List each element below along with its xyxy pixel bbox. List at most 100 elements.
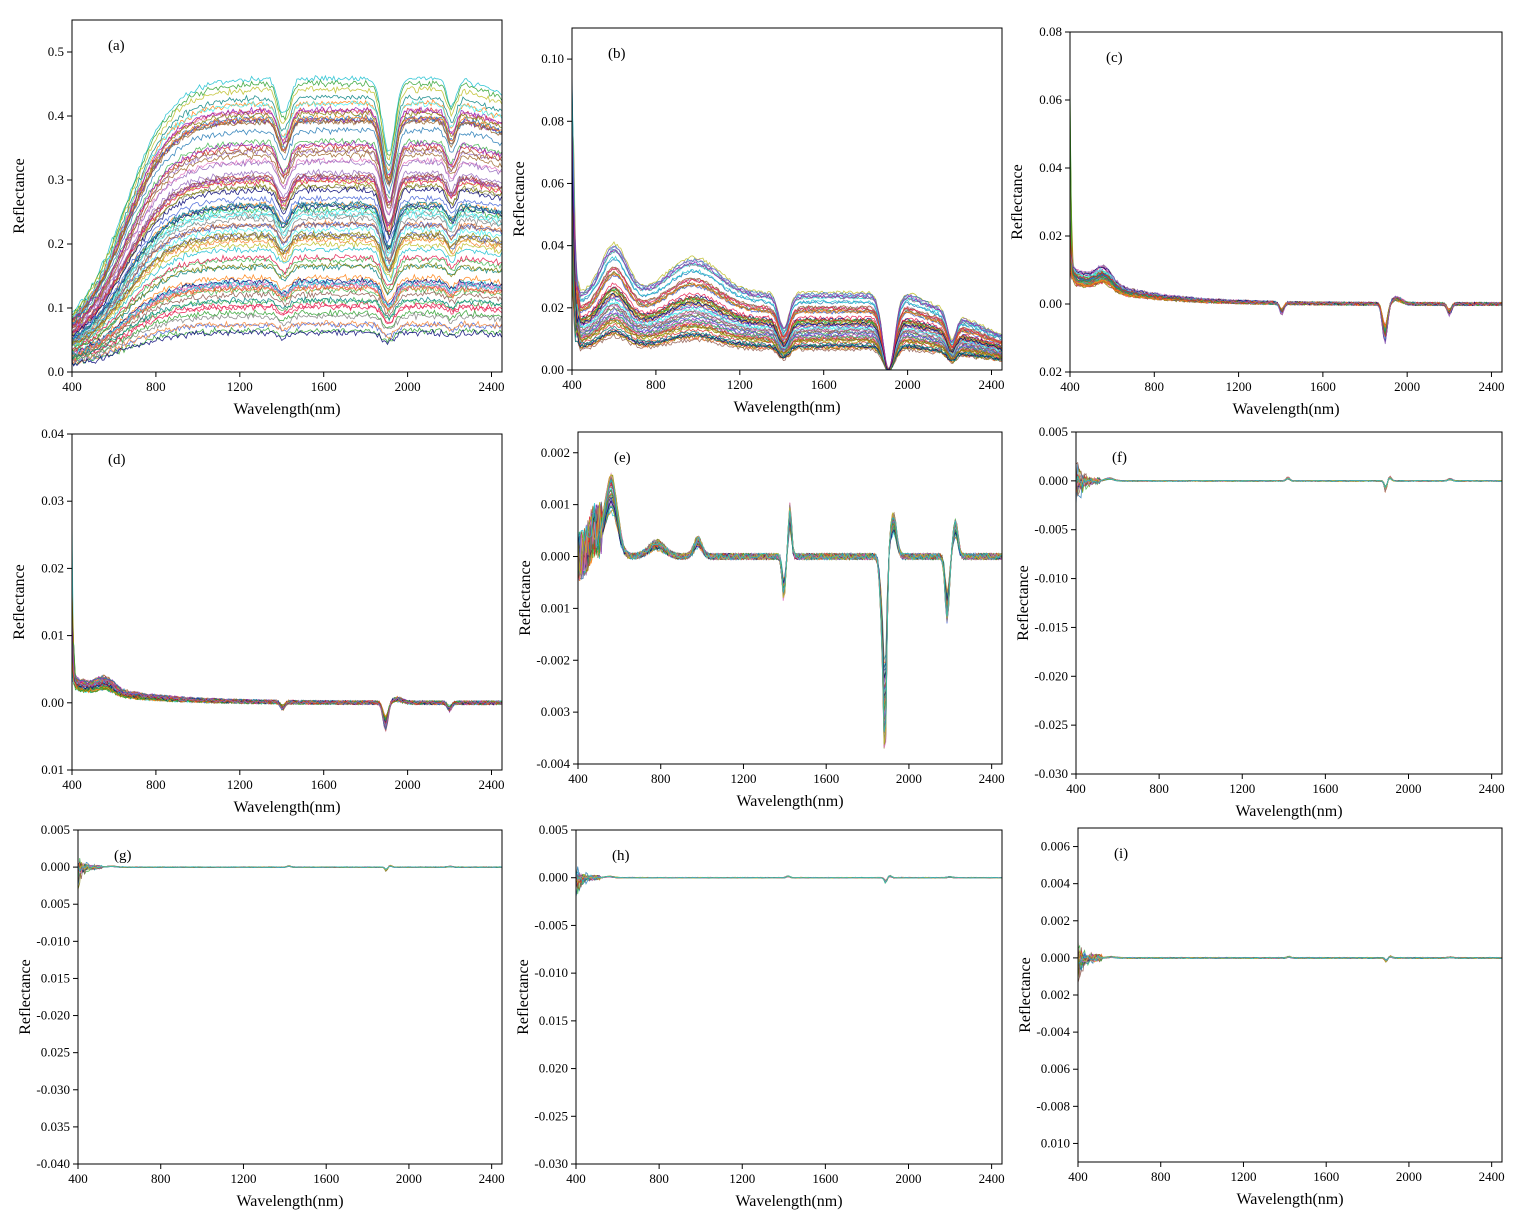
y-tick-label: 0.000: [539, 870, 568, 885]
spectrum-line: [1070, 215, 1502, 333]
y-tick-label: 0.03: [41, 493, 64, 508]
x-tick-label: 2000: [895, 1171, 921, 1186]
x-axis-label: Wavelength(nm): [1235, 803, 1342, 820]
spectrum-line: [72, 628, 502, 727]
spectrum-line: [72, 633, 502, 724]
x-tick-label: 2000: [896, 771, 922, 786]
y-tick-label: 0.015: [41, 970, 70, 985]
spectrum-line: [72, 200, 502, 340]
x-tick-label: 1200: [1229, 781, 1255, 796]
x-tick-label: 2400: [979, 1171, 1005, 1186]
panel-label: (b): [608, 46, 626, 62]
x-tick-label: 400: [68, 1171, 88, 1186]
series-group: [576, 866, 1002, 898]
x-tick-label: 2400: [479, 1171, 505, 1186]
x-tick-label: 400: [1066, 781, 1086, 796]
spectrum-line: [72, 137, 502, 325]
spectrum-line: [72, 647, 502, 726]
x-tick-label: 800: [646, 377, 666, 392]
spectrum-line: [576, 870, 1002, 884]
x-tick-label: 1600: [1310, 379, 1336, 394]
x-tick-label: 800: [1149, 781, 1169, 796]
y-tick-label: -0.030: [1034, 766, 1068, 781]
x-axis-label: Wavelength(nm): [233, 401, 340, 418]
spectrum-line: [72, 182, 502, 333]
x-tick-label: 1600: [1313, 1169, 1339, 1184]
y-tick-label: -0.030: [534, 1156, 568, 1171]
plot-frame: [71, 433, 503, 771]
spectrum-line: [72, 263, 502, 354]
spectrum-line: [72, 283, 502, 358]
spectrum-line: [72, 640, 502, 721]
plot-frame: [575, 829, 1003, 1165]
spectrum-line: [72, 617, 502, 732]
spectrum-line: [1070, 230, 1502, 329]
spectrum-line: [1070, 235, 1502, 338]
y-tick-label: 0.02: [41, 560, 64, 575]
spectrum-line: [1078, 951, 1502, 966]
spectrum-line: [72, 319, 502, 365]
chart-panel-c: 400 800 1200 1600 2000 2400 0.02 0.00 0.02 0.04 0.…: [1009, 10, 1512, 422]
y-tick-label: 0.06: [541, 175, 564, 190]
series-group: [1070, 82, 1502, 345]
spectrum-line: [72, 79, 502, 315]
x-tick-label: 800: [146, 379, 166, 394]
x-tick-label: 800: [146, 777, 166, 792]
spectrum-line: [72, 117, 502, 324]
spectrum-line: [72, 158, 502, 330]
y-tick-label: 0.5: [48, 44, 64, 59]
chart-panel-i: 400 800 1200 1600 2000 2400 0.010 -0.008 0.006 -0…: [1012, 818, 1512, 1222]
y-tick-label: 0.0: [48, 364, 64, 379]
plot-frame: [577, 431, 1003, 765]
spectrum-line: [1070, 227, 1502, 343]
spectrum-line: [1076, 477, 1502, 494]
spectrum-line: [1078, 951, 1502, 966]
spectrum-line: [572, 174, 1002, 370]
x-tick-label: 2400: [479, 777, 505, 792]
y-tick-label: 0.000: [1039, 473, 1068, 488]
chart-panel-g: 400 800 1200 1600 2000 2400 -0.040 0.035 -0.030 0…: [12, 818, 512, 1222]
plot-frame: [1075, 431, 1503, 775]
spectrum-line: [576, 873, 1002, 886]
spectrum-line: [72, 282, 502, 356]
y-axis-label: Reflectance: [11, 158, 28, 234]
spectrum-line: [1070, 232, 1502, 335]
series-group: [1078, 939, 1502, 983]
spectrum-line: [578, 479, 1002, 732]
y-tick-label: 0.000: [41, 859, 70, 874]
spectrum-line: [72, 214, 502, 344]
y-tick-label: -0.008: [1036, 1098, 1070, 1113]
spectrum-line: [1078, 952, 1502, 965]
spectrum-line: [72, 630, 502, 722]
x-tick-label: 2400: [979, 771, 1005, 786]
x-tick-label: 2400: [1479, 781, 1505, 796]
y-tick-label: 0.004: [1041, 876, 1071, 891]
plot-frame: [71, 19, 503, 373]
spectrum-line: [1076, 461, 1502, 491]
x-tick-label: 1200: [729, 1171, 755, 1186]
spectrum-line: [72, 290, 502, 357]
spectrum-line: [72, 245, 502, 349]
spectrum-line: [72, 85, 502, 317]
x-tick-label: 1600: [313, 1171, 339, 1186]
x-axis-label: Wavelength(nm): [1236, 1191, 1343, 1208]
x-tick-label: 800: [151, 1171, 171, 1186]
spectrum-line: [78, 864, 502, 873]
y-tick-label: 0.005: [539, 822, 568, 837]
spectrum-line: [1070, 232, 1502, 332]
x-tick-label: 1600: [311, 777, 337, 792]
spectrum-line: [1070, 236, 1502, 340]
spectrum-line: [1070, 231, 1502, 330]
spectrum-line: [72, 654, 502, 729]
x-tick-label: 2400: [1479, 1169, 1505, 1184]
spectrum-line: [72, 659, 502, 724]
panel-label: (i): [1114, 846, 1128, 862]
spectrum-line: [1070, 235, 1502, 336]
x-tick-label: 800: [651, 771, 671, 786]
spectrum-line: [572, 191, 1002, 370]
x-tick-label: 1600: [311, 379, 337, 394]
y-tick-label: 0.003: [541, 704, 570, 719]
spectrum-line: [72, 240, 502, 349]
spectrum-line: [72, 150, 502, 328]
spectrum-line: [576, 868, 1002, 895]
